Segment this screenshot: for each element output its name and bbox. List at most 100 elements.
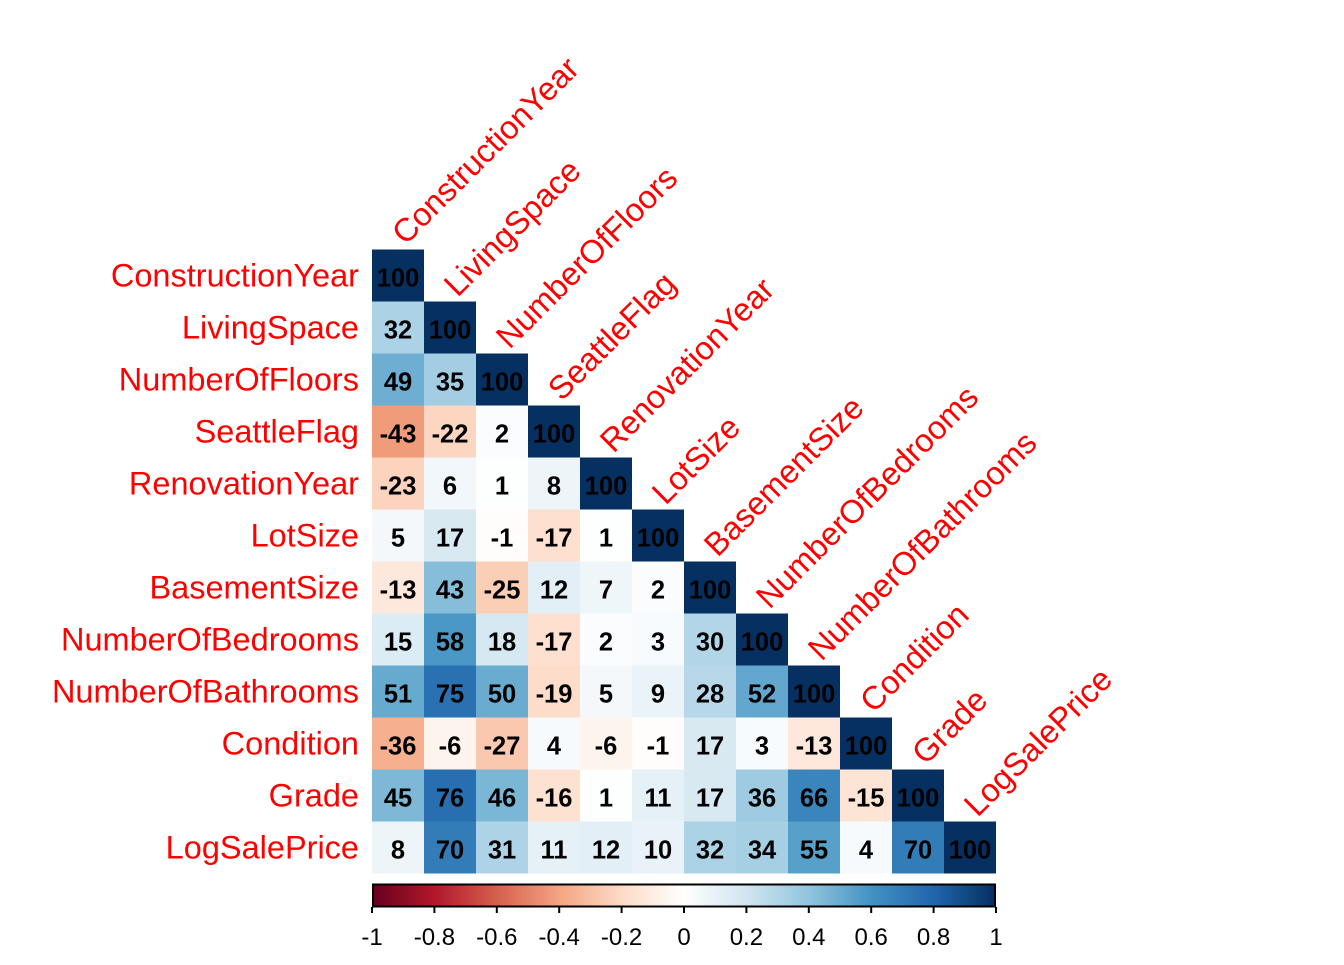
- svg-text:8: 8: [547, 473, 561, 501]
- svg-text:9: 9: [651, 681, 665, 709]
- svg-text:28: 28: [696, 681, 724, 709]
- svg-text:1: 1: [599, 785, 613, 813]
- svg-text:-0.6: -0.6: [476, 924, 517, 951]
- svg-text:-1: -1: [491, 525, 514, 553]
- svg-text:58: 58: [436, 629, 464, 657]
- svg-text:-1: -1: [361, 924, 382, 951]
- svg-text:15: 15: [384, 629, 412, 657]
- svg-text:-0.8: -0.8: [414, 924, 455, 951]
- svg-text:BasementSize: BasementSize: [149, 570, 359, 606]
- svg-text:100: 100: [429, 317, 472, 345]
- svg-text:8: 8: [391, 837, 405, 865]
- svg-text:100: 100: [637, 525, 680, 553]
- svg-text:-0.2: -0.2: [601, 924, 642, 951]
- svg-text:Condition: Condition: [222, 726, 359, 762]
- svg-text:-23: -23: [380, 473, 417, 501]
- svg-text:-13: -13: [380, 577, 417, 605]
- svg-text:-6: -6: [595, 733, 618, 761]
- svg-text:5: 5: [599, 681, 613, 709]
- svg-text:NumberOfBathrooms: NumberOfBathrooms: [52, 674, 359, 710]
- svg-text:70: 70: [436, 837, 464, 865]
- svg-text:6: 6: [443, 473, 457, 501]
- svg-text:NumberOfFloors: NumberOfFloors: [119, 362, 359, 398]
- svg-text:45: 45: [384, 785, 412, 813]
- svg-text:RenovationYear: RenovationYear: [129, 466, 359, 502]
- svg-text:-6: -6: [439, 733, 462, 761]
- svg-text:66: 66: [800, 785, 828, 813]
- svg-text:2: 2: [599, 629, 613, 657]
- svg-text:49: 49: [384, 369, 412, 397]
- svg-text:5: 5: [391, 525, 405, 553]
- svg-text:11: 11: [541, 837, 568, 865]
- svg-text:18: 18: [488, 629, 516, 657]
- svg-text:0.8: 0.8: [917, 924, 950, 951]
- svg-text:3: 3: [651, 629, 665, 657]
- svg-text:ConstructionYear: ConstructionYear: [111, 258, 359, 294]
- svg-text:12: 12: [540, 577, 568, 605]
- svg-text:LivingSpace: LivingSpace: [182, 310, 359, 346]
- svg-text:7: 7: [599, 577, 613, 605]
- svg-text:2: 2: [651, 577, 665, 605]
- svg-text:3: 3: [755, 733, 769, 761]
- svg-text:NumberOfBedrooms: NumberOfBedrooms: [61, 622, 359, 658]
- svg-text:46: 46: [488, 785, 516, 813]
- svg-text:-43: -43: [380, 421, 417, 449]
- svg-text:32: 32: [696, 837, 724, 865]
- svg-text:75: 75: [436, 681, 464, 709]
- svg-text:100: 100: [949, 837, 992, 865]
- svg-text:76: 76: [436, 785, 464, 813]
- svg-text:34: 34: [748, 837, 777, 865]
- svg-text:100: 100: [481, 369, 524, 397]
- svg-text:30: 30: [696, 629, 724, 657]
- svg-text:43: 43: [436, 577, 464, 605]
- svg-text:100: 100: [845, 733, 888, 761]
- svg-text:100: 100: [793, 681, 836, 709]
- svg-text:100: 100: [741, 629, 784, 657]
- svg-text:0: 0: [677, 924, 690, 951]
- svg-text:-0.4: -0.4: [539, 924, 580, 951]
- svg-text:-15: -15: [848, 785, 885, 813]
- svg-text:31: 31: [488, 837, 516, 865]
- svg-text:52: 52: [748, 681, 776, 709]
- svg-text:50: 50: [488, 681, 516, 709]
- svg-text:100: 100: [689, 577, 732, 605]
- svg-text:0.6: 0.6: [855, 924, 888, 951]
- svg-text:17: 17: [696, 785, 724, 813]
- svg-text:32: 32: [384, 317, 412, 345]
- svg-text:-1: -1: [647, 733, 670, 761]
- svg-text:Grade: Grade: [269, 778, 359, 814]
- svg-text:100: 100: [377, 265, 420, 293]
- svg-text:4: 4: [859, 837, 874, 865]
- svg-text:100: 100: [585, 473, 628, 501]
- svg-text:0.2: 0.2: [730, 924, 763, 951]
- svg-text:51: 51: [384, 681, 412, 709]
- svg-text:36: 36: [748, 785, 776, 813]
- svg-text:70: 70: [904, 837, 932, 865]
- svg-text:17: 17: [696, 733, 724, 761]
- svg-text:12: 12: [592, 837, 620, 865]
- svg-text:-13: -13: [796, 733, 833, 761]
- svg-text:1: 1: [599, 525, 613, 553]
- svg-text:-17: -17: [536, 525, 573, 553]
- svg-text:2: 2: [495, 421, 509, 449]
- svg-text:4: 4: [547, 733, 562, 761]
- svg-text:-22: -22: [432, 421, 469, 449]
- svg-text:11: 11: [645, 785, 672, 813]
- svg-text:55: 55: [800, 837, 828, 865]
- svg-text:17: 17: [436, 525, 464, 553]
- svg-text:LotSize: LotSize: [251, 518, 359, 554]
- svg-text:LogSalePrice: LogSalePrice: [166, 830, 359, 866]
- svg-text:-17: -17: [536, 629, 573, 657]
- svg-text:SeattleFlag: SeattleFlag: [195, 414, 359, 450]
- svg-text:1: 1: [989, 924, 1002, 951]
- svg-text:-27: -27: [484, 733, 521, 761]
- svg-text:35: 35: [436, 369, 464, 397]
- svg-text:-19: -19: [536, 681, 573, 709]
- svg-text:-25: -25: [484, 577, 521, 605]
- svg-text:10: 10: [644, 837, 672, 865]
- svg-text:-36: -36: [380, 733, 417, 761]
- svg-text:100: 100: [533, 421, 576, 449]
- svg-text:1: 1: [495, 473, 509, 501]
- svg-text:-16: -16: [536, 785, 573, 813]
- svg-text:100: 100: [897, 785, 940, 813]
